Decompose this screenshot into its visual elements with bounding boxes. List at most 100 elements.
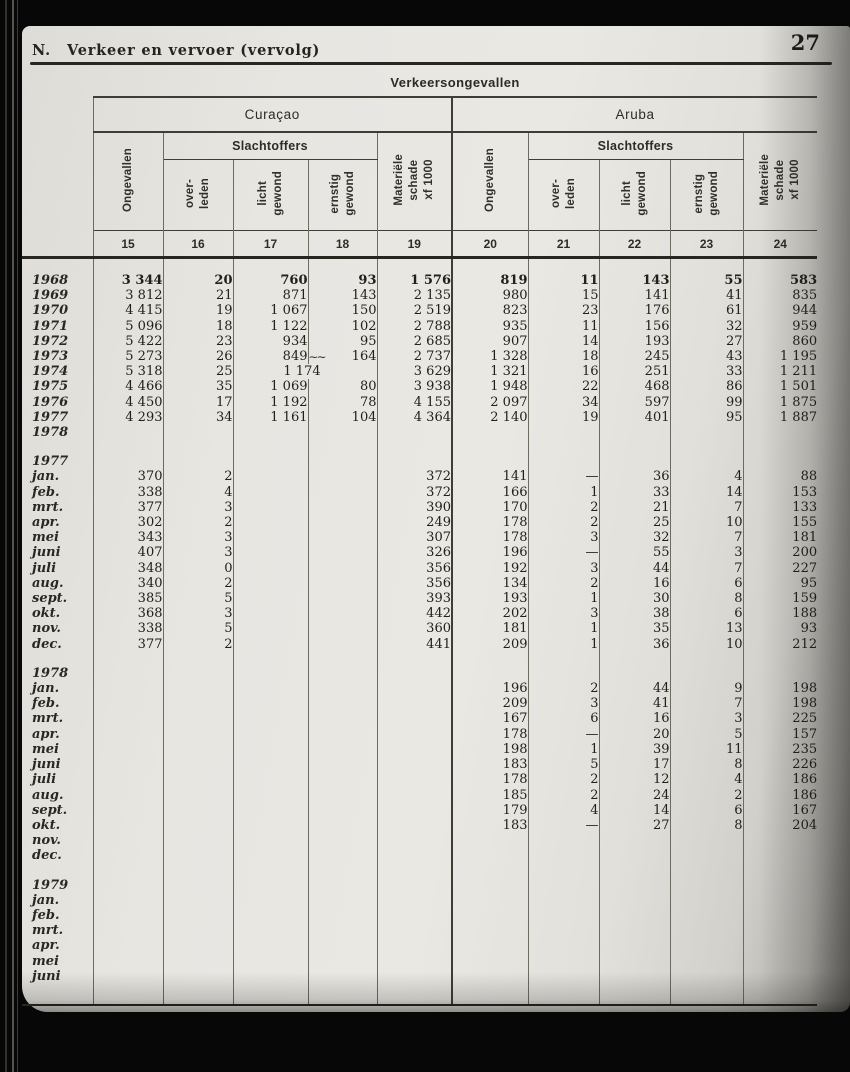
cell-aruba-overleden: 16 [528,364,600,380]
cell-curacao-ernstig-gewond [308,257,378,273]
cell-aruba-licht-gewond: 36 [599,636,671,652]
cell-aruba-schade [743,878,817,893]
cell-curacao-schade: 4 364 [377,409,453,426]
region-header-row: Curaçao Aruba [22,97,818,231]
table-row: nov. [22,833,817,849]
cell-aruba-ernstig-gewond [670,833,744,849]
header-rule [30,62,832,65]
cell-aruba-overleden: 1 [528,636,600,652]
cell-curacao-licht-gewond [233,425,309,441]
row-label: nov. [22,621,94,637]
cell-aruba-overleden [528,440,600,455]
book-page-edge [12,0,14,1072]
cell-curacao-schade: 2 685 [377,333,453,350]
cell-curacao-overleden [163,863,234,878]
cell-curacao-overleden [163,892,234,908]
cell-curacao-ongevallen [93,425,164,441]
cell-curacao-overleden: 4 [163,484,234,500]
cell-aruba-licht-gewond [599,983,671,1006]
cell-aruba-licht-gewond: 401 [599,409,671,426]
cell-curacao-ernstig-gewond [308,591,378,607]
cell-aruba-schade: 227 [792,560,818,576]
cell-curacao-ongevallen: 368 [93,606,164,622]
cell-aruba-ernstig-gewond: 8 [670,591,744,607]
cell-curacao-ernstig-gewond [308,968,378,984]
cell-aruba-ernstig-gewond [670,665,744,682]
row-label [22,440,94,455]
page-number: 27 [790,30,820,55]
table-row: dec. [22,848,817,864]
book-page: N. Verkeer en vervoer (vervolg) 27 Verkee… [22,26,850,1012]
cell-curacao-ongevallen [93,877,164,893]
table-row: 1978 [22,425,817,441]
cell-aruba-ernstig-gewond [670,425,744,441]
cell-aruba-licht-gewond: 141 [599,288,671,304]
cell-aruba-ernstig-gewond [670,923,744,939]
cell-aruba-ongevallen: 192 [452,560,529,576]
cell-aruba-overleden: — [528,726,600,742]
table-row: 1975 4 466 35 1 069 80 3 938 1 948 22 468 86 1 501 [22,379,818,395]
cell-aruba-schade: 167 [792,802,818,818]
table-body: 1968 3 344 20 760 93 1 576 819 11 143 55 583 1969 3 … [22,257,818,1006]
cell-aruba-schade: 1 195 [779,349,818,365]
cell-curacao-licht-gewond: 1 067 [233,303,309,319]
cell-curacao-ernstig-gewond [308,757,378,773]
table-row [22,651,817,666]
cell-curacao-ernstig-gewond [308,863,378,878]
cell-aruba-ernstig-gewond [670,983,744,1006]
cell-curacao-ernstig-gewond [308,848,378,864]
row-label: okt. [22,606,94,622]
cell-curacao-ernstig-gewond [308,711,378,727]
cell-aruba-ernstig-gewond [670,968,744,984]
column-number: 17 [233,230,309,259]
row-label [22,651,94,666]
cell-curacao-overleden [163,726,234,742]
cell-aruba-schade [743,893,817,908]
cell-aruba-schade: 1 501 [779,379,818,395]
cell-aruba-licht-gewond [599,848,671,864]
cell-curacao-ongevallen: 407 [93,545,164,561]
cell-curacao-licht-gewond [233,636,309,652]
cell-curacao-schade: 1 576 [377,273,453,289]
cell-curacao-overleden: 2 [163,636,234,652]
cell-aruba-overleden: — [528,545,600,561]
cell-curacao-licht-gewond: 849 ∼∼ [233,349,327,365]
cell-curacao-overleden [163,681,234,697]
cell-curacao-ongevallen [93,651,164,666]
cell-aruba-ongevallen [452,440,529,455]
cell-aruba-overleden: 2 [528,499,600,516]
table-row: 1972 5 422 23 934 95 2 685 907 14 193 27 860 [22,333,817,350]
cell-aruba-ernstig-gewond: 86 [670,379,744,395]
cell-curacao-ernstig-gewond [308,469,378,485]
cell-aruba-overleden [528,425,600,441]
cell-aruba-licht-gewond: 30 [599,591,671,607]
cell-curacao-ernstig-gewond [308,983,378,1006]
squiggle-mark: ∼∼ [308,350,326,365]
cell-curacao-overleden: 2 [163,575,234,592]
row-label: 1978 [22,665,94,682]
cell-curacao-ongevallen [93,711,164,727]
cell-curacao-ernstig-gewond [308,741,378,758]
cell-aruba-schade [743,983,818,1006]
cell-curacao-schade [377,892,453,908]
cell-aruba-schade: 200 [792,545,818,561]
row-label: 1976 [22,394,94,410]
cell-curacao-ernstig-gewond [308,606,378,622]
cell-aruba-ernstig-gewond: 2 [670,787,744,803]
cell-aruba-licht-gewond: 55 [599,545,671,561]
cell-curacao-ongevallen: 385 [93,591,164,607]
cell-curacao-schade [377,440,453,455]
row-label: 1978 [22,425,94,441]
cell-curacao-ongevallen [93,726,164,742]
table-row: 1973 5 273 26 849 ∼∼ 164 2 737 1 328 18 245 43 1 19… [22,349,818,365]
cell-aruba-licht-gewond: 597 [599,394,671,410]
cell-aruba-ongevallen [452,953,529,969]
cell-curacao-ernstig-gewond [308,953,378,969]
cell-aruba-schade: 944 [792,303,818,319]
cell-aruba-overleden: 4 [528,802,600,818]
cell-aruba-overleden: 14 [528,333,600,350]
table-row: 1976 4 450 17 1 192 78 4 155 2 097 34 597 99 1 875 [22,394,817,410]
cell-aruba-ongevallen: 819 [452,273,529,289]
cell-curacao-ongevallen [93,787,164,803]
cell-aruba-ernstig-gewond [670,938,744,954]
